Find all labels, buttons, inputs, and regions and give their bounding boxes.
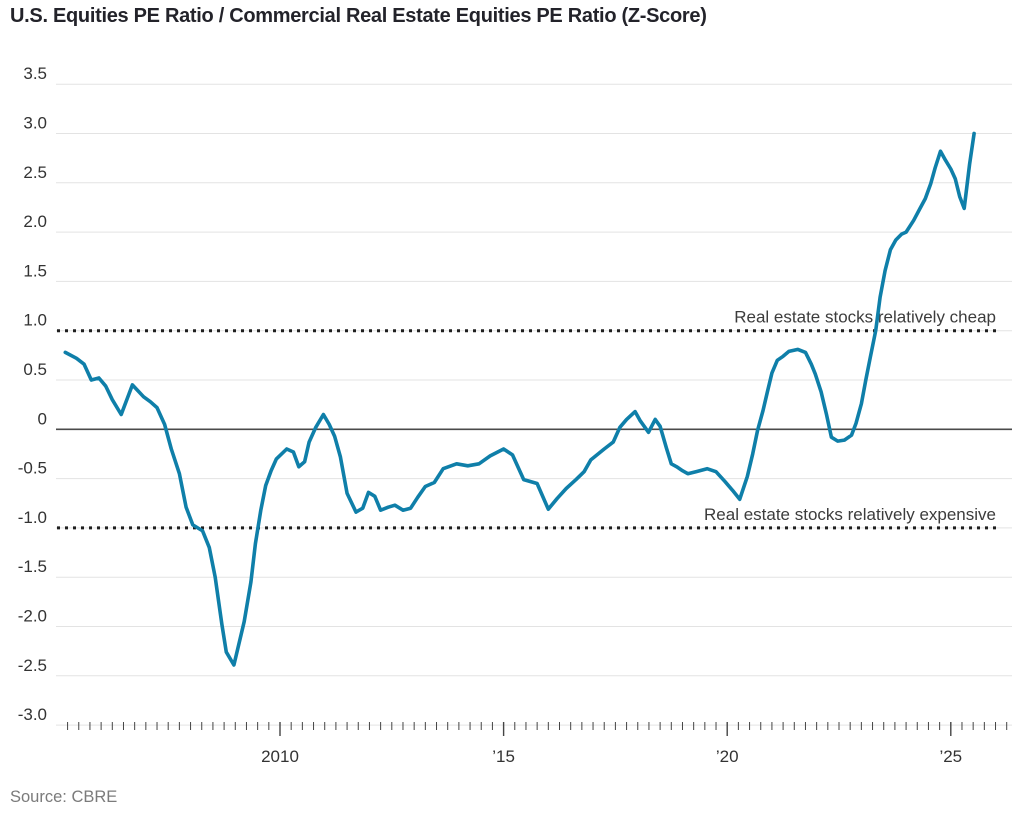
y-tick-label: 1.0 <box>23 311 47 330</box>
source-label: Source: CBRE <box>10 788 118 806</box>
y-tick-label: -1.0 <box>18 508 47 527</box>
x-tick-label: ’20 <box>716 747 739 766</box>
x-tick-label: 2010 <box>261 747 299 766</box>
y-tick-label: -0.5 <box>18 459 47 478</box>
chart-title: U.S. Equities PE Ratio / Commercial Real… <box>10 5 707 27</box>
y-tick-label: 0.5 <box>23 360 47 379</box>
x-tick-label: ’25 <box>939 747 962 766</box>
y-tick-label: 3.5 <box>23 64 47 83</box>
zscore-series-line <box>63 131 976 667</box>
y-tick-label: 2.5 <box>23 163 47 182</box>
y-tick-label: -2.0 <box>18 607 47 626</box>
y-tick-label: -3.0 <box>18 705 47 724</box>
y-tick-label: -1.5 <box>18 557 47 576</box>
y-tick-label: 0 <box>38 409 47 428</box>
annotation-cheap: Real estate stocks relatively cheap <box>734 308 996 327</box>
y-tick-label: 3.0 <box>23 114 47 133</box>
y-tick-label: -2.5 <box>18 656 47 675</box>
annotation-expensive: Real estate stocks relatively expensive <box>704 505 996 524</box>
y-tick-label: 2.0 <box>23 212 47 231</box>
y-tick-label: 1.5 <box>23 261 47 280</box>
x-tick-label: ’15 <box>492 747 515 766</box>
